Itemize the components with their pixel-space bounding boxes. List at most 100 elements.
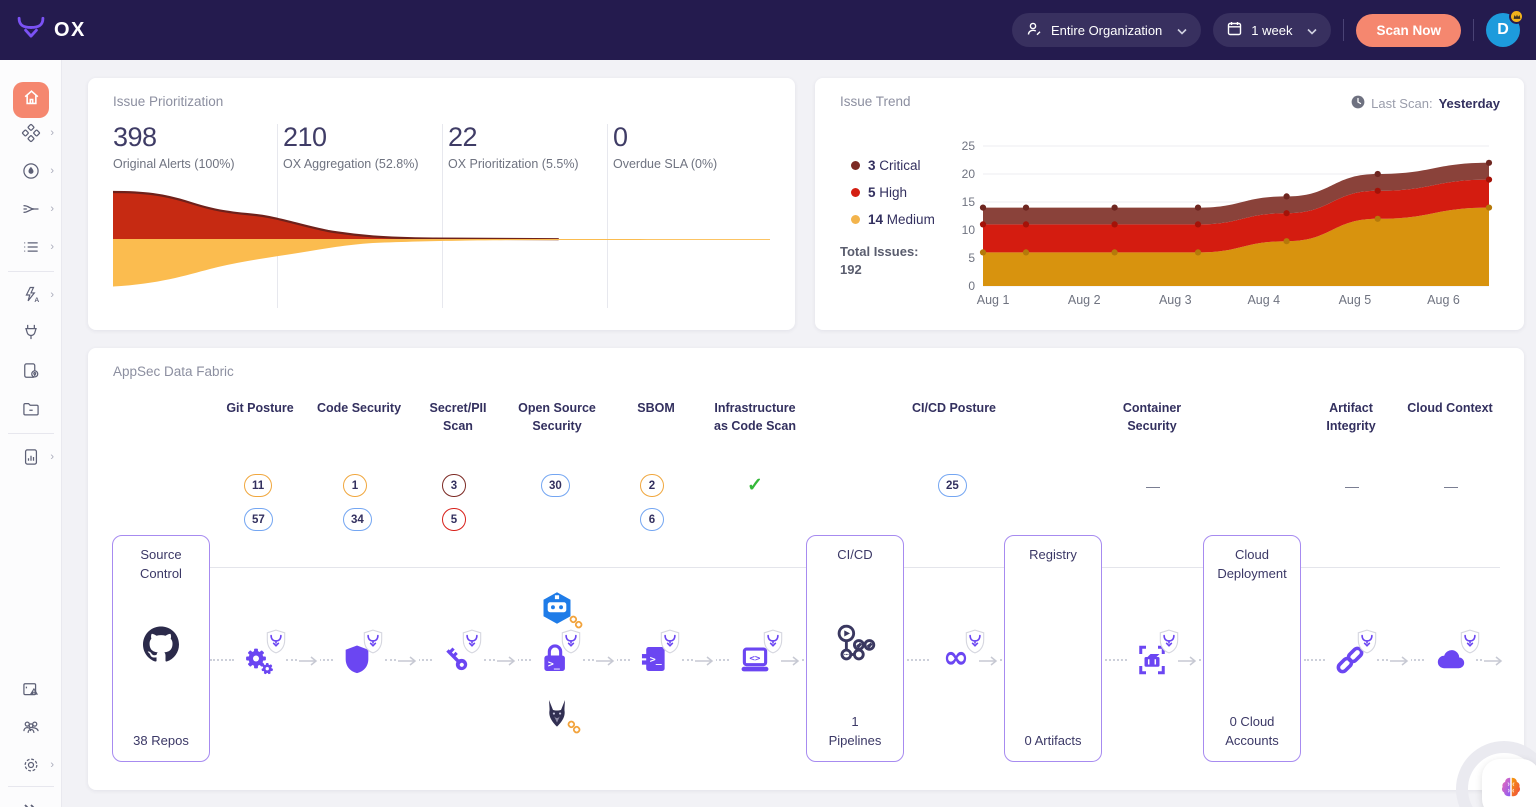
stat-divider bbox=[442, 124, 443, 308]
badge-code-security-0[interactable]: 1 bbox=[343, 474, 367, 497]
chevron-down-icon bbox=[1177, 23, 1187, 38]
svg-text:0: 0 bbox=[968, 279, 975, 293]
svg-text:>_: >_ bbox=[548, 659, 560, 670]
stage-box-count: 1 Pipelines bbox=[828, 714, 882, 749]
issue-prioritization-card: Issue Prioritization 398 Original Alerts… bbox=[88, 78, 795, 330]
sidebar-item-issues[interactable]: › bbox=[0, 154, 62, 188]
legend-item-high[interactable]: 5 High bbox=[851, 179, 935, 206]
sidebar-item-list[interactable]: › bbox=[0, 230, 62, 264]
svg-text:Aug 3: Aug 3 bbox=[1159, 293, 1192, 307]
scan-node-secret-pii[interactable] bbox=[439, 629, 482, 681]
badge-git-posture-0[interactable]: 11 bbox=[244, 474, 273, 497]
arrow-right-icon bbox=[1177, 654, 1199, 672]
sidebar-collapse-toggle[interactable] bbox=[0, 793, 62, 807]
stage-box-title: Registry bbox=[1029, 547, 1077, 562]
pipeline-connector bbox=[210, 659, 234, 661]
svg-text:5: 5 bbox=[968, 251, 975, 265]
scan-node-code-security[interactable] bbox=[340, 629, 383, 681]
issue-trend-card: Issue Trend Last Scan: Yesterday 3 Criti… bbox=[815, 78, 1524, 330]
scan-node-artifact-integrity[interactable] bbox=[1332, 629, 1377, 683]
brain-icon bbox=[1498, 774, 1524, 803]
time-range-label: 1 week bbox=[1251, 22, 1293, 38]
sidebar-item-projects[interactable] bbox=[0, 392, 62, 426]
scan-node-git-posture[interactable] bbox=[241, 629, 286, 683]
sidebar-item-settings[interactable]: › bbox=[0, 748, 62, 782]
svg-text:<>: <> bbox=[749, 653, 761, 664]
arrow-right-icon bbox=[298, 654, 320, 672]
clock-icon bbox=[1351, 95, 1365, 112]
ox-shield-icon bbox=[265, 629, 287, 659]
arrow-right-icon bbox=[1483, 654, 1505, 672]
last-scan-label: Last Scan: bbox=[1371, 96, 1433, 111]
dash-icon: — bbox=[1345, 478, 1359, 494]
column-header-sbom: SBOM bbox=[637, 401, 675, 415]
chevron-right-icon: › bbox=[50, 127, 54, 139]
sidebar-item-team[interactable] bbox=[0, 710, 62, 744]
stage-box-registry[interactable]: Registry 0 Artifacts bbox=[1004, 535, 1102, 762]
sidebar-item-alerts[interactable] bbox=[0, 673, 62, 707]
user-icon bbox=[1026, 21, 1042, 40]
org-selector-dropdown[interactable]: Entire Organization bbox=[1012, 13, 1202, 47]
sidebar-item-home[interactable] bbox=[13, 82, 49, 118]
legend-item-critical[interactable]: 3 Critical bbox=[851, 152, 935, 179]
sidebar-item-discovery[interactable] bbox=[0, 354, 62, 388]
chevron-down-icon bbox=[1307, 23, 1318, 38]
sidebar-item-modules[interactable]: › bbox=[0, 116, 62, 150]
badge-secret-pii-0[interactable]: 3 bbox=[442, 474, 466, 497]
sidebar-item-reports[interactable]: › bbox=[0, 440, 62, 474]
pipeline-connector bbox=[1105, 659, 1127, 661]
cicd-pipeline-icon bbox=[832, 620, 878, 671]
badge-cicd-posture-0[interactable]: 25 bbox=[938, 474, 967, 497]
badge-git-posture-1[interactable]: 57 bbox=[244, 508, 273, 531]
stat-divider bbox=[607, 124, 608, 308]
scan-node-cloud-context[interactable] bbox=[1431, 629, 1480, 681]
ox-shield-icon bbox=[964, 629, 986, 659]
arrow-right-icon bbox=[496, 654, 518, 672]
pipeline-connector bbox=[1304, 659, 1325, 661]
badge-code-security-1[interactable]: 34 bbox=[343, 508, 372, 531]
column-header-cloud-context: Cloud Context bbox=[1407, 401, 1493, 415]
badge-secret-pii-1[interactable]: 5 bbox=[442, 508, 466, 531]
stage-box-source-control[interactable]: Source Control 38 Repos bbox=[112, 535, 210, 762]
column-header-artifact-integrity: Artifact Integrity bbox=[1326, 401, 1376, 433]
chevron-right-icon: › bbox=[50, 289, 54, 301]
scan-node-sbom[interactable]: >_ bbox=[637, 629, 680, 681]
stage-box-count: 38 Repos bbox=[133, 733, 189, 749]
scan-node-container-security[interactable] bbox=[1134, 629, 1179, 683]
snyk-dog-icon[interactable] bbox=[541, 697, 581, 736]
scan-node-open-source[interactable]: >_ bbox=[538, 629, 581, 681]
navbar-divider bbox=[1473, 19, 1474, 41]
time-range-dropdown[interactable]: 1 week bbox=[1213, 13, 1332, 47]
badge-open-source-0[interactable]: 30 bbox=[541, 474, 570, 497]
sidebar-item-automations[interactable]: A › bbox=[0, 278, 62, 312]
total-issues-value: 192 bbox=[840, 262, 862, 277]
svg-text:10: 10 bbox=[962, 223, 976, 237]
card-title: AppSec Data Fabric bbox=[113, 364, 234, 379]
dash-icon: — bbox=[1146, 478, 1160, 494]
scan-node-cicd-posture[interactable]: ∞ bbox=[936, 629, 985, 681]
medium-dot-icon bbox=[851, 215, 860, 224]
dependabot-icon[interactable] bbox=[539, 590, 583, 631]
user-avatar[interactable]: D bbox=[1486, 9, 1524, 47]
app-logo[interactable]: OX bbox=[16, 15, 86, 46]
sidebar-item-flows[interactable]: › bbox=[0, 192, 62, 226]
column-header-git-posture: Git Posture bbox=[226, 401, 294, 415]
chevron-right-icon: › bbox=[50, 203, 54, 215]
badge-sbom-0[interactable]: 2 bbox=[640, 474, 664, 497]
badge-sbom-1[interactable]: 6 bbox=[640, 508, 664, 531]
sidebar-item-connectors[interactable] bbox=[0, 315, 62, 349]
stage-box-cloud-deployment[interactable]: Cloud Deployment 0 Cloud Accounts bbox=[1203, 535, 1301, 762]
last-scan-value: Yesterday bbox=[1438, 96, 1500, 111]
org-selector-label: Entire Organization bbox=[1051, 22, 1163, 38]
ox-shield-icon bbox=[1158, 629, 1180, 659]
scan-node-iac[interactable]: <> bbox=[736, 629, 783, 681]
assistant-button[interactable] bbox=[1482, 759, 1536, 807]
high-dot-icon bbox=[851, 188, 860, 197]
stage-box-ci-cd[interactable]: CI/CD 1 Pipelines bbox=[806, 535, 904, 762]
ox-shield-icon bbox=[1459, 629, 1481, 659]
ox-shield-icon bbox=[461, 629, 483, 659]
chevron-right-icon: › bbox=[50, 165, 54, 177]
legend-item-medium[interactable]: 14 Medium bbox=[851, 206, 935, 233]
column-header-container-security: Container Security bbox=[1122, 401, 1182, 433]
scan-now-button[interactable]: Scan Now bbox=[1356, 13, 1461, 47]
